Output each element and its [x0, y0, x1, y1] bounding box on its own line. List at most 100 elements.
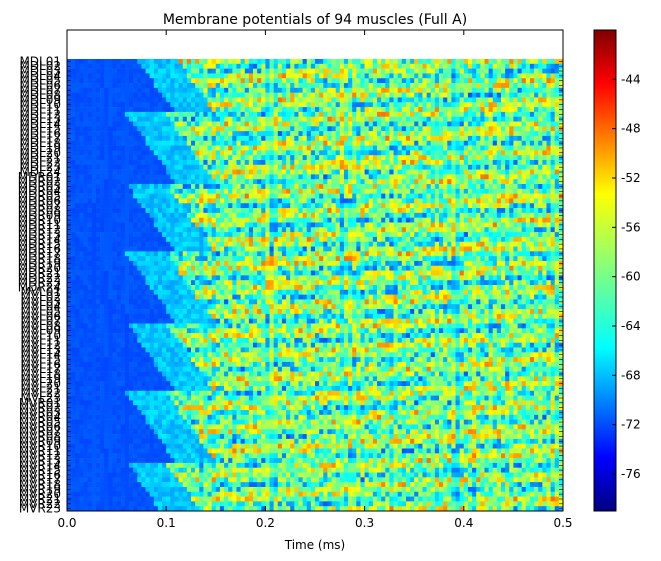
heatmap-cell — [525, 126, 531, 132]
heatmap-cell — [418, 68, 423, 74]
heatmap-cell — [116, 111, 122, 118]
heatmap-cell — [368, 87, 374, 93]
heatmap-cell — [236, 236, 241, 243]
heatmap-cell — [397, 155, 403, 161]
heatmap-cell — [451, 203, 456, 209]
heatmap-cell — [426, 68, 432, 74]
heatmap-cell — [95, 203, 101, 209]
heatmap-cell — [315, 59, 320, 65]
heatmap-cell — [496, 208, 502, 214]
heatmap-cell — [364, 155, 370, 161]
heatmap-cell — [248, 256, 254, 262]
heatmap-cell — [439, 121, 444, 127]
heatmap-cell — [306, 212, 312, 218]
heatmap-cell — [124, 208, 130, 214]
heatmap-cell — [343, 164, 349, 170]
heatmap-cell — [178, 78, 184, 84]
heatmap-cell — [203, 212, 208, 218]
heatmap-cell — [529, 155, 535, 161]
heatmap-cell — [476, 87, 481, 93]
heatmap-cell — [219, 107, 225, 113]
heatmap-cell — [339, 227, 345, 233]
heatmap-cell — [439, 111, 444, 118]
heatmap-cell — [451, 140, 456, 146]
heatmap-cell — [525, 92, 531, 98]
heatmap-cell — [360, 169, 365, 175]
heatmap-cell — [451, 241, 456, 247]
heatmap-cell — [104, 78, 109, 84]
heatmap-cell — [364, 150, 370, 156]
heatmap-cell — [335, 184, 341, 190]
heatmap-cell — [277, 150, 283, 156]
heatmap-cell — [538, 188, 543, 194]
heatmap-cell — [484, 145, 489, 151]
heatmap-cell — [244, 174, 250, 180]
heatmap-cell — [505, 111, 510, 118]
heatmap-cell — [95, 145, 101, 151]
heatmap-cell — [550, 164, 556, 170]
heatmap-cell — [170, 232, 175, 238]
heatmap-cell — [339, 150, 345, 156]
heatmap-cell — [240, 198, 246, 204]
heatmap-cell — [426, 107, 432, 113]
heatmap-cell — [261, 111, 266, 118]
heatmap-cell — [281, 135, 287, 142]
heatmap-cell — [124, 155, 130, 161]
heatmap-cell — [95, 92, 101, 98]
heatmap-cell — [360, 116, 365, 122]
heatmap-cell — [120, 102, 126, 108]
heatmap-cell — [443, 193, 448, 199]
heatmap-cell — [166, 222, 171, 228]
heatmap-cell — [186, 232, 192, 238]
heatmap-cell — [439, 179, 444, 185]
heatmap-cell — [265, 59, 270, 65]
heatmap-cell — [195, 140, 200, 146]
heatmap-cell — [129, 174, 134, 180]
heatmap-cell — [91, 126, 97, 132]
heatmap-cell — [542, 184, 547, 190]
heatmap-cell — [422, 63, 427, 69]
heatmap-cell — [310, 126, 316, 132]
heatmap-cell — [219, 251, 225, 257]
heatmap-cell — [459, 73, 465, 79]
heatmap-cell — [162, 155, 167, 161]
heatmap-cell — [108, 73, 113, 79]
heatmap-cell — [149, 174, 159, 180]
heatmap-cell — [377, 59, 382, 65]
heatmap-cell — [277, 107, 283, 113]
heatmap-cell — [534, 92, 539, 98]
heatmap-cell — [257, 227, 262, 233]
heatmap-cell — [286, 150, 291, 156]
heatmap-cell — [170, 145, 175, 151]
heatmap-cell — [339, 179, 345, 185]
heatmap-cell — [166, 198, 171, 204]
heatmap-cell — [513, 87, 518, 93]
heatmap-cell — [116, 121, 122, 127]
heatmap-cell — [323, 155, 328, 161]
heatmap-cell — [451, 126, 456, 132]
heatmap-cell — [219, 241, 225, 247]
heatmap-cell — [79, 87, 84, 93]
heatmap-cell — [501, 87, 506, 93]
heatmap-cell — [521, 111, 527, 118]
heatmap-cell — [368, 188, 374, 194]
heatmap-cell — [145, 174, 150, 180]
heatmap-cell — [529, 188, 535, 194]
heatmap-cell — [501, 145, 506, 151]
heatmap-cell — [124, 116, 130, 122]
heatmap-cell — [405, 217, 411, 223]
heatmap-cell — [529, 116, 535, 122]
heatmap-cell — [137, 59, 142, 65]
heatmap-cell — [517, 131, 522, 137]
heatmap-cell — [447, 159, 452, 166]
heatmap-cell — [385, 246, 390, 252]
heatmap-cell — [529, 217, 535, 223]
heatmap-cell — [385, 236, 390, 243]
heatmap-cell — [459, 97, 465, 103]
heatmap-cell — [492, 222, 498, 228]
heatmap-cell — [480, 126, 485, 132]
heatmap-cell — [401, 174, 407, 180]
heatmap-cell — [224, 232, 229, 238]
heatmap-cell — [410, 73, 415, 79]
heatmap-cell — [393, 169, 398, 175]
